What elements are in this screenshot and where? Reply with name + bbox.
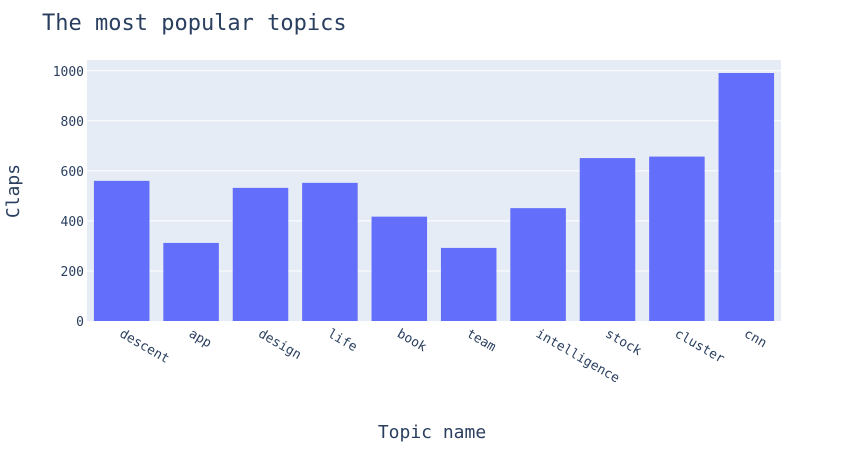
x-tick-label: book (394, 326, 429, 355)
y-tick-label: 0 (76, 315, 84, 330)
x-tick-label: life (325, 326, 360, 355)
bar-cnn (718, 73, 775, 321)
bar-stock (579, 158, 636, 321)
y-tick-label: 800 (61, 115, 84, 130)
bar-intelligence (510, 208, 566, 321)
x-tick-label: design (256, 326, 304, 362)
x-tick-label: app (186, 326, 214, 351)
bar-book (371, 216, 428, 321)
y-tick-label: 1000 (53, 65, 84, 80)
x-tick-label: stock (603, 326, 645, 359)
x-axis-ticks: descent app design life book team intelligence… (117, 326, 769, 386)
bar-app (163, 242, 219, 321)
bar-life (302, 182, 358, 321)
y-tick-label: 400 (61, 215, 84, 230)
bar-team (440, 247, 497, 321)
x-axis-title: Topic name (378, 422, 486, 443)
y-axis-ticks: 0 200 400 600 800 1000 (53, 65, 84, 330)
bars (93, 73, 775, 321)
x-tick-label: cnn (741, 326, 769, 351)
x-tick-label: descent (117, 326, 172, 366)
x-tick-label: cluster (672, 326, 727, 366)
bar-design (232, 187, 289, 321)
y-axis-title: Claps (3, 164, 24, 218)
chart-title: The most popular topics (42, 11, 347, 36)
y-tick-label: 200 (61, 265, 84, 280)
bar-cluster (649, 156, 705, 321)
x-tick-label: team (464, 326, 499, 355)
bar-descent (93, 180, 150, 321)
y-tick-label: 600 (61, 165, 84, 180)
